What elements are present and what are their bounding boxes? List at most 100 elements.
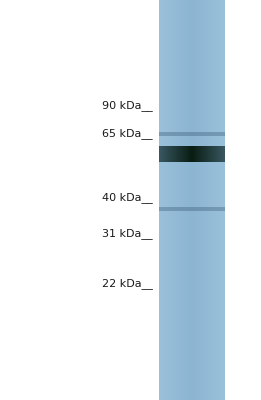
Bar [166, 132, 167, 136]
Bar [202, 207, 203, 211]
Bar [162, 207, 163, 211]
Bar [170, 132, 171, 136]
Bar [175, 146, 176, 162]
Bar [196, 146, 197, 162]
Bar [183, 146, 184, 162]
Bar [173, 132, 174, 136]
Bar [199, 132, 200, 136]
Bar [170, 207, 171, 211]
Bar [224, 132, 225, 136]
Bar [163, 207, 164, 211]
Bar [197, 146, 198, 162]
Bar [177, 146, 178, 162]
Bar [186, 132, 187, 136]
Bar [224, 207, 225, 211]
Bar [169, 132, 170, 136]
Bar [219, 207, 220, 211]
Bar [163, 132, 164, 136]
Bar [164, 207, 165, 211]
Bar [206, 146, 207, 162]
Bar [164, 132, 165, 136]
Bar [197, 132, 198, 136]
Bar [193, 207, 194, 211]
Bar [172, 207, 173, 211]
Text: 40 kDa__: 40 kDa__ [102, 192, 153, 204]
Bar [160, 207, 161, 211]
Bar [160, 146, 161, 162]
Bar [175, 207, 176, 211]
Bar [179, 132, 180, 136]
Bar [159, 146, 225, 149]
Bar [222, 146, 223, 162]
Bar [218, 207, 219, 211]
Bar [173, 207, 174, 211]
Bar [214, 207, 215, 211]
Bar [206, 132, 207, 136]
Bar [179, 207, 180, 211]
Bar [208, 132, 209, 136]
Bar [183, 132, 184, 136]
Bar [173, 146, 174, 162]
Bar [200, 207, 201, 211]
Bar [223, 146, 224, 162]
Bar [172, 146, 173, 162]
Bar [193, 132, 194, 136]
Bar [205, 146, 206, 162]
Bar [214, 132, 215, 136]
Bar [216, 207, 217, 211]
Bar [203, 207, 204, 211]
Bar [172, 132, 173, 136]
Bar [207, 207, 208, 211]
Bar [204, 146, 205, 162]
Bar [176, 146, 177, 162]
Bar [221, 146, 222, 162]
Bar [217, 132, 218, 136]
Bar [191, 132, 192, 136]
Bar [167, 132, 168, 136]
Bar [187, 207, 188, 211]
Bar [218, 132, 219, 136]
Bar [209, 146, 210, 162]
Bar [211, 146, 212, 162]
Bar [208, 207, 209, 211]
Bar [167, 207, 168, 211]
Bar [192, 146, 193, 162]
Bar [185, 207, 186, 211]
Text: 65 kDa__: 65 kDa__ [102, 128, 153, 140]
Bar [188, 132, 189, 136]
Bar [160, 132, 161, 136]
Bar [184, 146, 185, 162]
Bar [213, 146, 214, 162]
Bar [180, 207, 181, 211]
Bar [196, 132, 197, 136]
Bar [187, 146, 188, 162]
Bar [159, 162, 225, 165]
Bar [221, 132, 222, 136]
Bar [183, 207, 184, 211]
Bar [177, 207, 178, 211]
Bar [177, 132, 178, 136]
Bar [218, 146, 219, 162]
Bar [207, 132, 208, 136]
Bar [195, 207, 196, 211]
Bar [205, 207, 206, 211]
Bar [223, 207, 224, 211]
Bar [195, 132, 196, 136]
Bar [178, 207, 179, 211]
Bar [188, 146, 189, 162]
Bar [174, 146, 175, 162]
Bar [223, 132, 224, 136]
Bar [188, 207, 189, 211]
Bar [215, 146, 216, 162]
Bar [159, 132, 160, 136]
Bar [171, 146, 172, 162]
Bar [163, 146, 164, 162]
Bar [199, 146, 200, 162]
Bar [184, 207, 185, 211]
Bar [166, 207, 167, 211]
Bar [190, 146, 191, 162]
Bar [205, 132, 206, 136]
Bar [161, 132, 162, 136]
Bar [168, 207, 169, 211]
Bar [186, 146, 187, 162]
